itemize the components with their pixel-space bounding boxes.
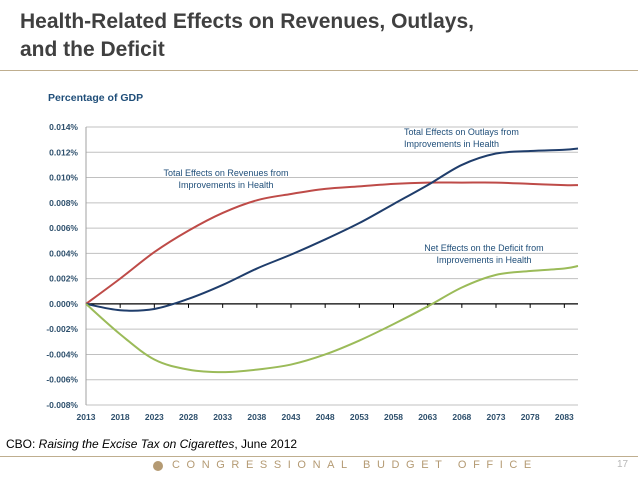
- y-tick-labels: 0.014% 0.012% 0.010% 0.008% 0.006% 0.004% 0.00…: [46, 122, 78, 410]
- x-tick-label: 2078: [521, 412, 540, 422]
- x-tick-label: 2038: [247, 412, 266, 422]
- y-tick-label: -0.008%: [46, 400, 78, 410]
- x-tick-label: 2073: [487, 412, 506, 422]
- y-tick-label: 0.002%: [49, 274, 78, 284]
- series-lines: [85, 147, 579, 374]
- y-tick-label: -0.002%: [46, 324, 78, 334]
- x-tick-label: 2083: [555, 412, 574, 422]
- x-tick-label: 2048: [316, 412, 335, 422]
- footer-divider: [0, 456, 638, 457]
- y-tick-label: 0.004%: [49, 248, 78, 258]
- outlays-annotation: Improvements in Health: [404, 139, 499, 149]
- series-annotations: Total Effects on Revenues from Improvemen…: [164, 127, 544, 265]
- x-tick-label: 2013: [77, 412, 96, 422]
- revenues-line: [85, 181, 579, 305]
- footer-organization: CONGRESSIONAL BUDGET OFFICE: [172, 459, 538, 471]
- slide-title: Health-Related Effects on Revenues, Outl…: [20, 8, 474, 64]
- deficit-annotation: Improvements in Health: [436, 255, 531, 265]
- y-tick-label: -0.004%: [46, 349, 78, 359]
- slide-title-line1: Health-Related Effects on Revenues, Outl…: [20, 10, 474, 33]
- x-tick-label: 2028: [179, 412, 198, 422]
- y-tick-label: 0.012%: [49, 147, 78, 157]
- x-tick-label: 2058: [384, 412, 403, 422]
- outlays-line: [85, 147, 579, 312]
- x-tick-label: 2068: [452, 412, 471, 422]
- y-axis-label: Percentage of GDP: [48, 92, 144, 104]
- source-suffix: , June 2012: [234, 437, 298, 451]
- x-tick-label: 2053: [350, 412, 369, 422]
- x-tick-labels: 2013 2018 2023 2028 2033 2038 2043 2048 2053 2058…: [77, 412, 575, 422]
- x-tick-label: 2023: [145, 412, 164, 422]
- x-tick-label: 2018: [111, 412, 130, 422]
- title-divider: [0, 70, 638, 71]
- outlays-annotation: Total Effects on Outlays from: [404, 127, 519, 137]
- y-tick-label: 0.014%: [49, 122, 78, 132]
- x-tick-label: 2043: [282, 412, 301, 422]
- source-title: Raising the Excise Tax on Cigarettes: [38, 437, 235, 451]
- slide-title-line2: and the Deficit: [20, 38, 165, 61]
- y-tick-label: 0.008%: [49, 198, 78, 208]
- gridlines: [85, 126, 578, 406]
- source-prefix: CBO:: [6, 437, 39, 451]
- y-tick-label: -0.006%: [46, 375, 78, 385]
- y-tick-label: 0.000%: [49, 299, 78, 309]
- source-citation: CBO: Raising the Excise Tax on Cigarette…: [6, 437, 297, 451]
- deficit-line: [85, 265, 579, 374]
- revenues-annotation: Total Effects on Revenues from: [164, 168, 289, 178]
- y-tick-label: 0.010%: [49, 173, 78, 183]
- x-axis: [86, 303, 578, 308]
- revenues-annotation: Improvements in Health: [178, 180, 273, 190]
- y-tick-label: 0.006%: [49, 223, 78, 233]
- x-tick-label: 2033: [213, 412, 232, 422]
- page-number: 17: [617, 459, 629, 470]
- cbo-seal-icon: [153, 461, 163, 471]
- x-tick-label: 2063: [418, 412, 437, 422]
- deficit-annotation: Net Effects on the Deficit from: [424, 243, 543, 253]
